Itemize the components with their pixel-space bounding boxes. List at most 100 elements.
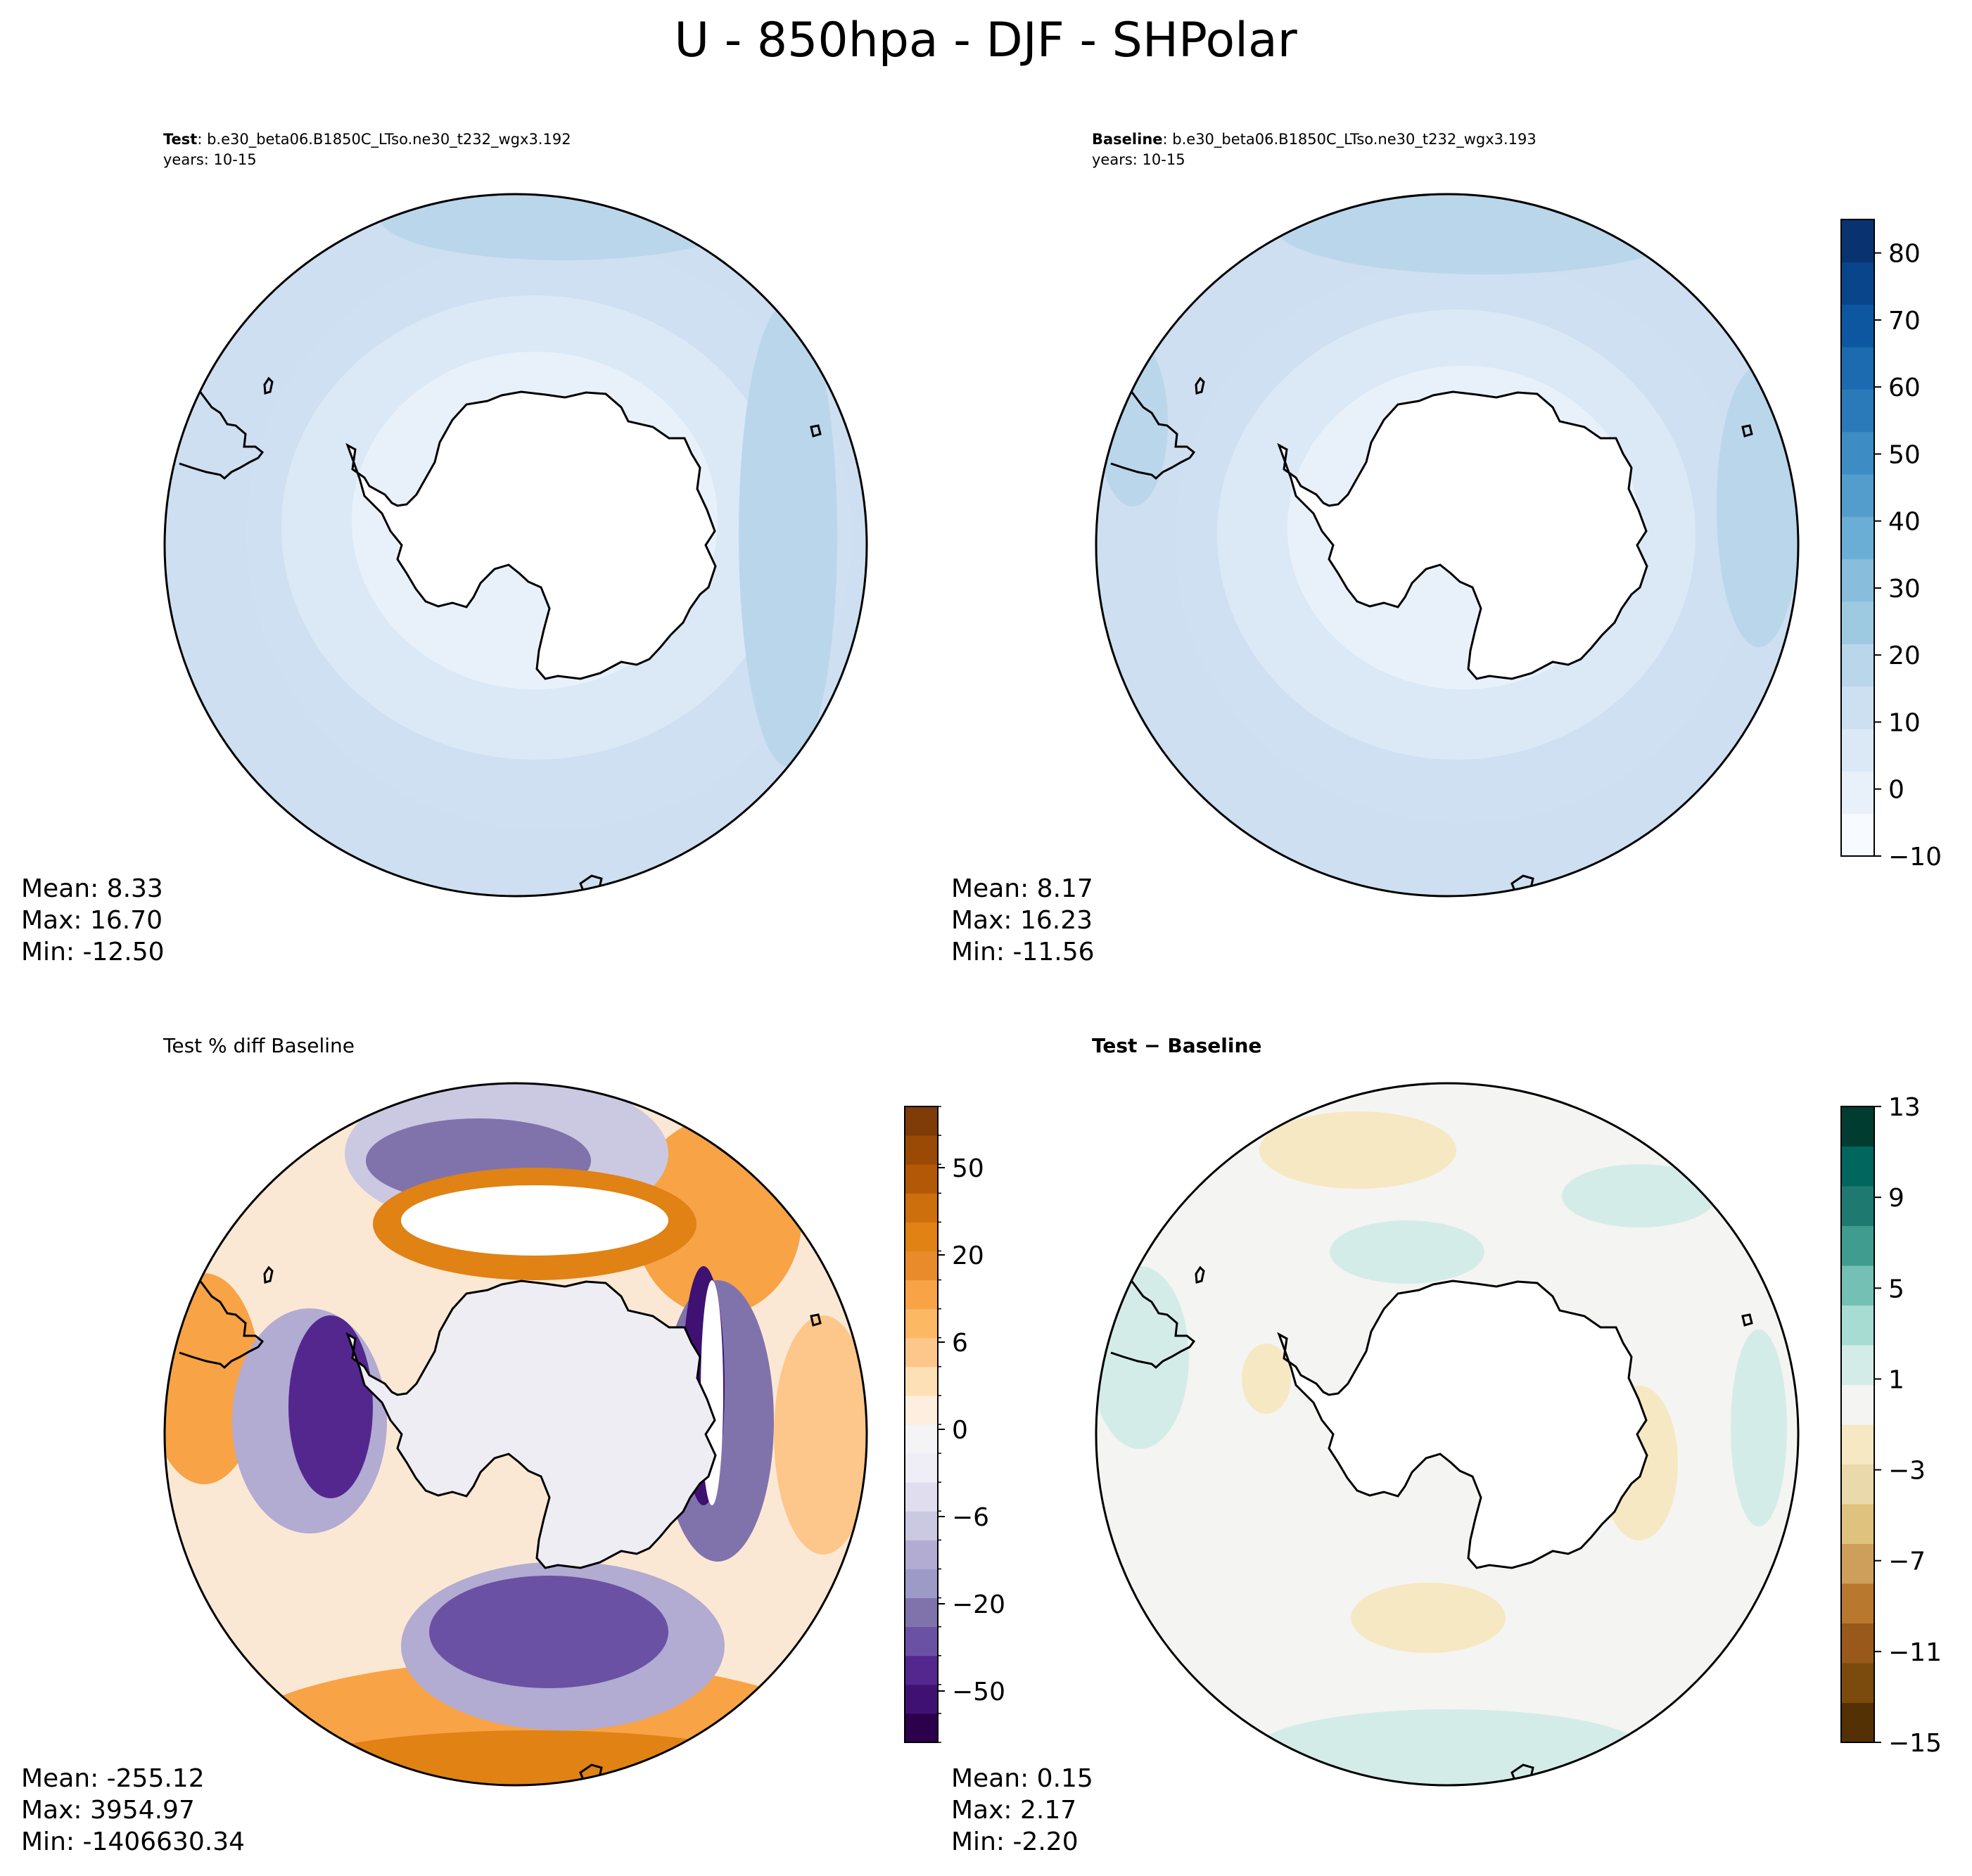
colorbar-segment bbox=[1841, 559, 1874, 602]
panel-baseline-subtitle-bold: Baseline bbox=[1092, 131, 1163, 148]
stat-max: Max: 16.70 bbox=[21, 906, 163, 935]
colorbar-tick-label: 30 bbox=[1888, 575, 1921, 604]
colorbar-segment bbox=[1841, 347, 1874, 390]
colorbar-segment bbox=[905, 1308, 938, 1339]
contour-band bbox=[1252, 1709, 1646, 1785]
colorbar-tick-label: 13 bbox=[1888, 1093, 1921, 1122]
colorbar-segment bbox=[1841, 1345, 1874, 1385]
colorbar-segment bbox=[1841, 1106, 1874, 1147]
colorbar-segment bbox=[905, 1684, 938, 1714]
contour-band bbox=[1717, 366, 1798, 647]
panel-pctdiff-subtitle: Test % diff Baseline bbox=[163, 1034, 355, 1057]
stat-min: Min: -12.50 bbox=[21, 938, 165, 966]
contour-band bbox=[380, 194, 746, 260]
colorbar-tick-label: 6 bbox=[952, 1329, 968, 1358]
colorbar-tick-label: −7 bbox=[1888, 1548, 1926, 1576]
stat-max: Max: 3954.97 bbox=[21, 1796, 195, 1825]
colorbar-segment bbox=[905, 1424, 938, 1454]
colorbar-tick-label: 5 bbox=[1888, 1275, 1904, 1303]
panel-pctdiff: Test % diff Baseline bbox=[21, 1034, 868, 1856]
panel-baseline-subtitle-rest: : b.e30_beta06.B1850C_LTso.ne30_t232_wgx… bbox=[1163, 131, 1537, 148]
colorbar-segment bbox=[905, 1713, 938, 1743]
contour-band bbox=[288, 1315, 373, 1498]
contour-band bbox=[739, 302, 837, 767]
colorbar-segment bbox=[1841, 1464, 1874, 1505]
colorbar-segment bbox=[1841, 1225, 1874, 1266]
colorbar-segment bbox=[1841, 1424, 1874, 1465]
stat-min: Min: -2.20 bbox=[951, 1827, 1079, 1856]
panel-baseline-years: years: 10-15 bbox=[1092, 151, 1185, 168]
contour-band bbox=[281, 1730, 788, 1785]
contour-band bbox=[1330, 1220, 1484, 1284]
colorbar-tick-label: −11 bbox=[1888, 1638, 1942, 1667]
map-diff bbox=[1096, 1083, 1798, 1785]
stat-mean: Mean: 0.15 bbox=[951, 1764, 1093, 1793]
colorbar-segment bbox=[905, 1626, 938, 1657]
colorbar-segment bbox=[1841, 431, 1874, 475]
colorbar-tick-label: 0 bbox=[952, 1416, 968, 1445]
colorbar-segment bbox=[1841, 1543, 1874, 1584]
colorbar-tick-label: −50 bbox=[952, 1678, 1005, 1706]
stat-mean: Mean: 8.33 bbox=[21, 874, 163, 903]
contour-band bbox=[1731, 1329, 1787, 1526]
colorbar-segment bbox=[905, 1540, 938, 1569]
colorbar-segment bbox=[905, 1366, 938, 1396]
colorbar-main-ticks: −10 0 10 20 30 40 50 60 70 80 bbox=[1874, 240, 1942, 872]
stat-min: Min: -11.56 bbox=[951, 938, 1095, 966]
colorbar-segment bbox=[1841, 474, 1874, 517]
colorbar-main-frame bbox=[1840, 219, 1875, 857]
colorbar-segment bbox=[1841, 686, 1874, 729]
stat-min: Min: -1406630.34 bbox=[21, 1827, 245, 1856]
colorbar-segment bbox=[905, 1222, 938, 1251]
colorbar-segment bbox=[1841, 1305, 1874, 1346]
colorbar-segment bbox=[905, 1280, 938, 1310]
colorbar-main: −10 0 10 20 30 40 50 60 70 80 bbox=[1840, 219, 1942, 872]
map-boundary bbox=[163, 1082, 868, 1787]
colorbar-segment bbox=[905, 1251, 938, 1281]
colorbar-segment bbox=[1841, 729, 1874, 772]
colorbar-segment bbox=[1841, 1384, 1874, 1425]
colorbar-tick-label: −3 bbox=[1888, 1457, 1926, 1486]
colorbar-segment bbox=[1841, 601, 1874, 644]
colorbar-tick-label: −20 bbox=[952, 1590, 1005, 1619]
panel-test-subtitle-rest: : b.e30_beta06.B1850C_LTso.ne30_t232_wgx… bbox=[197, 131, 571, 148]
colorbar-tick-label: 50 bbox=[952, 1154, 984, 1183]
colorbar-tick-label: 1 bbox=[1888, 1365, 1904, 1394]
contour-band bbox=[1242, 1344, 1291, 1414]
colorbar-main-segments bbox=[1841, 219, 1874, 857]
colorbar-pctdiff: 50 20 6 0 −6 −20 −50 bbox=[904, 1106, 1005, 1743]
colorbar-segment bbox=[1841, 1265, 1874, 1306]
stat-mean: Mean: 8.17 bbox=[951, 874, 1093, 903]
colorbar-segment bbox=[1841, 262, 1874, 305]
colorbar-segment bbox=[1841, 219, 1874, 262]
colorbar-segment bbox=[1841, 1504, 1874, 1544]
contour-band bbox=[774, 1315, 867, 1555]
colorbar-segment bbox=[905, 1597, 938, 1628]
colorbar-pctdiff-ticks: 50 20 6 0 −6 −20 −50 bbox=[938, 1106, 1005, 1743]
colorbar-diff-segments bbox=[1841, 1106, 1874, 1743]
map-pctdiff bbox=[165, 1083, 867, 1785]
colorbar-segment bbox=[905, 1193, 938, 1223]
panel-test-subtitle: Test: b.e30_beta06.B1850C_LTso.ne30_t232… bbox=[163, 131, 571, 148]
panel-test-years: years: 10-15 bbox=[163, 151, 257, 168]
colorbar-segment bbox=[1841, 389, 1874, 433]
stat-max: Max: 16.23 bbox=[951, 906, 1093, 935]
colorbar-tick-label: −6 bbox=[952, 1503, 989, 1532]
colorbar-segment bbox=[1841, 771, 1874, 815]
panel-diff: Test − Baseline Mean: 0.15 Max: 2.17 Min… bbox=[951, 1034, 1800, 1856]
colorbar-tick-label: 60 bbox=[1888, 374, 1921, 402]
colorbar-segment bbox=[1841, 1186, 1874, 1226]
colorbar-segment bbox=[1841, 1702, 1874, 1743]
colorbar-segment bbox=[905, 1482, 938, 1512]
colorbar-tick-label: 80 bbox=[1888, 240, 1921, 269]
colorbar-segment bbox=[1841, 1146, 1874, 1187]
map-boundary bbox=[1095, 193, 1800, 898]
colorbar-tick-label: 40 bbox=[1888, 508, 1921, 537]
colorbar-tick-label: 50 bbox=[1888, 440, 1921, 469]
contour-band bbox=[429, 1576, 668, 1688]
colorbar-tick-label: −10 bbox=[1888, 843, 1942, 872]
colorbar-segment bbox=[905, 1511, 938, 1540]
colorbar-segment bbox=[905, 1569, 938, 1599]
contour-band bbox=[1562, 1164, 1717, 1227]
